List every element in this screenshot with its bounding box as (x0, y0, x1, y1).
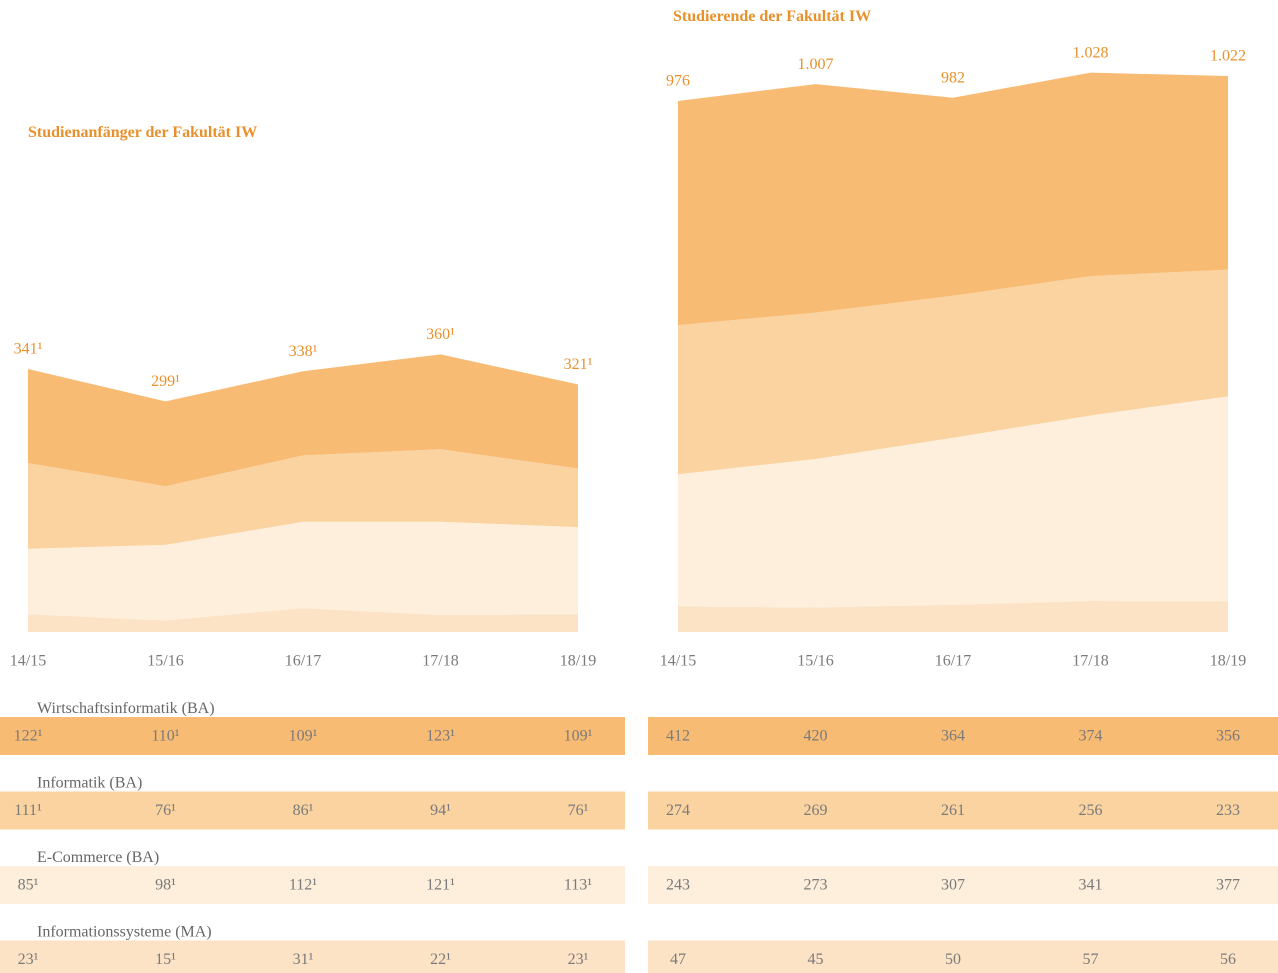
total-label: 341¹ (14, 341, 43, 358)
total-label: 321¹ (564, 356, 593, 373)
table-cell: 109¹ (564, 728, 593, 745)
row-label: E-Commerce (BA) (37, 849, 159, 866)
table-row-band (0, 940, 625, 973)
x-tick-label: 17/18 (422, 653, 458, 670)
table-cell: 273 (804, 877, 828, 894)
table-cell: 111¹ (14, 802, 42, 819)
total-label: 1.022 (1210, 48, 1246, 65)
table-cell: 22¹ (430, 951, 451, 968)
table-cell: 76¹ (155, 802, 176, 819)
total-label: 976 (666, 73, 690, 90)
table-cell: 243 (666, 877, 690, 894)
table-cell: 412 (666, 728, 690, 745)
row-label: Wirtschaftsinformatik (BA) (37, 700, 215, 717)
table-cell: 233 (1216, 802, 1240, 819)
row-label: Informationssysteme (MA) (37, 924, 212, 941)
x-tick-label: 18/19 (560, 653, 596, 670)
total-label: 299¹ (151, 373, 180, 390)
table-cell: 94¹ (430, 802, 451, 819)
x-tick-label: 14/15 (10, 653, 46, 670)
table-row-band (0, 791, 625, 830)
total-label: 1.028 (1073, 44, 1109, 61)
area (678, 396, 1228, 608)
table-cell: 377 (1216, 877, 1240, 894)
table-cell: 374 (1079, 728, 1103, 745)
chart-title: Studierende der Fakultät IW (673, 8, 871, 25)
x-tick-label: 18/19 (1210, 653, 1246, 670)
table-cell: 256 (1079, 802, 1103, 819)
table-cell: 109¹ (289, 728, 318, 745)
x-tick-label: 17/18 (1072, 653, 1108, 670)
x-tick-label: 15/16 (797, 653, 833, 670)
table-cell: 23¹ (18, 951, 39, 968)
table-cell: 420 (804, 728, 828, 745)
area (28, 608, 578, 632)
table-cell: 364 (941, 728, 965, 745)
total-label: 1.007 (798, 56, 834, 73)
table-cell: 15¹ (155, 951, 176, 968)
row-label: Informatik (BA) (37, 775, 142, 792)
total-label: 982 (941, 69, 965, 86)
table-cell: 122¹ (14, 728, 43, 745)
table-row-band (648, 866, 1278, 904)
table-cell: 356 (1216, 728, 1240, 745)
table-cell: 110¹ (151, 728, 179, 745)
x-tick-label: 16/17 (935, 653, 971, 670)
area (28, 449, 578, 549)
table-cell: 121¹ (426, 877, 455, 894)
table-cell: 261 (941, 802, 965, 819)
table-cell: 86¹ (293, 802, 314, 819)
x-tick-label: 15/16 (147, 653, 183, 670)
table-row-band (648, 717, 1278, 755)
area (678, 72, 1228, 326)
table-cell: 123¹ (426, 728, 455, 745)
table-cell: 307 (941, 877, 965, 894)
table-cell: 23¹ (568, 951, 589, 968)
table-row-band (0, 717, 625, 755)
table-cell: 269 (804, 802, 828, 819)
x-tick-label: 14/15 (660, 653, 696, 670)
table-cell: 45 (808, 951, 824, 968)
table-cell: 76¹ (568, 802, 589, 819)
table-cell: 98¹ (155, 877, 176, 894)
table-cell: 47 (670, 951, 686, 968)
table-row-band (0, 866, 625, 904)
area (28, 521, 578, 621)
area (28, 354, 578, 487)
table-cell: 274 (666, 802, 690, 819)
table-cell: 113¹ (564, 877, 592, 894)
table-cell: 31¹ (293, 951, 314, 968)
table-row-band (648, 791, 1278, 830)
table-cell: 56 (1220, 951, 1236, 968)
total-label: 338¹ (289, 343, 318, 360)
table-cell: 112¹ (289, 877, 317, 894)
chart-title: Studienanfänger der Fakultät IW (28, 124, 257, 141)
total-label: 360¹ (426, 326, 455, 343)
table-row-band (648, 940, 1278, 973)
table-cell: 57 (1083, 951, 1099, 968)
area (678, 600, 1228, 632)
table-cell: 85¹ (18, 877, 39, 894)
area (678, 269, 1228, 475)
table-cell: 341 (1079, 877, 1103, 894)
table-cell: 50 (945, 951, 961, 968)
x-tick-label: 16/17 (285, 653, 321, 670)
